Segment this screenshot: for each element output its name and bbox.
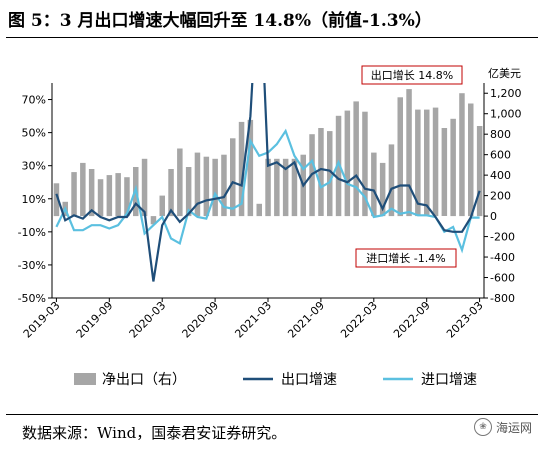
right-axis-unit: 亿美元	[488, 67, 521, 80]
legend-swatch-bar	[74, 373, 96, 385]
left-tick-label: 10%	[22, 193, 46, 206]
net-export-bar	[344, 110, 351, 217]
figure-title: 图 5：3 月出口增速大幅回升至 14.8%（前值-1.3%）	[8, 11, 432, 31]
watermark-text: 海运网	[495, 420, 532, 435]
net-export-bar	[282, 158, 289, 217]
net-export-bar	[53, 183, 60, 217]
x-tick-label: 2020-09	[180, 299, 222, 341]
net-export-bar	[318, 128, 324, 216]
net-export-bar	[424, 109, 430, 217]
net-export-bar	[327, 131, 333, 217]
chart-area: 70% 50% 30% 10% -10% -30% -50% 1,200 1,000 800 60…	[18, 65, 522, 388]
net-export-bar	[185, 167, 192, 217]
net-export-bar	[203, 156, 210, 217]
net-export-bar	[177, 148, 183, 217]
wechat-logo-icon: ❀	[473, 418, 492, 436]
net-export-bar	[459, 93, 465, 217]
net-export-bar	[353, 101, 359, 217]
net-export-bar	[230, 138, 236, 217]
net-export-bar	[476, 126, 483, 217]
left-tick-label: 30%	[22, 160, 46, 173]
net-export-bar	[247, 119, 254, 217]
right-tick-label: 400	[490, 169, 511, 182]
x-tick-label: 2021-03	[232, 299, 274, 341]
net-export-bar	[379, 162, 386, 217]
right-tick-label: 1,200	[490, 87, 522, 100]
net-export-bar	[168, 169, 174, 217]
net-export-bar	[415, 109, 421, 217]
net-export-bar	[468, 103, 474, 217]
x-tick-label: 2020-03	[127, 299, 169, 341]
net-export-bar	[432, 107, 439, 217]
right-tick-label: 800	[490, 128, 511, 141]
net-export-bar	[450, 118, 456, 217]
net-export-bar	[362, 111, 368, 217]
left-tick-label: -30%	[18, 259, 46, 272]
right-tick-label: -600	[490, 272, 515, 285]
net-export-bar	[256, 203, 262, 217]
right-tick-label: 0	[490, 210, 497, 223]
x-tick-label: 2022-09	[391, 299, 433, 341]
net-export-bar	[80, 162, 86, 217]
net-export-bar	[97, 179, 104, 217]
net-export-bar	[371, 152, 377, 217]
left-axis-ticks: 70% 50% 30% 10% -10% -30% -50%	[18, 94, 52, 305]
net-export-bar	[124, 177, 130, 217]
net-export-bar	[221, 154, 227, 217]
net-export-bar	[115, 173, 121, 217]
net-export-bar	[238, 121, 245, 217]
net-export-bar	[274, 158, 280, 217]
net-export-bar	[71, 172, 77, 217]
net-export-bar	[141, 158, 148, 217]
net-export-bar	[406, 89, 412, 217]
net-export-bar	[441, 128, 448, 216]
net-export-bar	[106, 175, 113, 217]
legend-label-export: 出口增速	[281, 372, 337, 388]
net-export-bar	[212, 158, 218, 217]
net-export-bar	[159, 195, 165, 217]
x-axis-ticks: 2019-03 2019-09 2020-03 2020-09 2021-03 2021-…	[21, 298, 486, 341]
x-tick-label: 2019-09	[74, 299, 116, 341]
export-annotation-box	[361, 65, 463, 85]
export-growth-line	[55, 83, 481, 282]
title-divider	[6, 37, 538, 38]
right-tick-label: 200	[490, 190, 511, 203]
source-divider	[6, 414, 538, 415]
legend-label-bar: 净出口（右）	[102, 372, 186, 388]
net-export-bar	[397, 97, 403, 217]
right-tick-label: -200	[490, 231, 515, 244]
left-tick-label: -10%	[18, 226, 46, 239]
right-tick-label: 600	[490, 149, 511, 162]
x-tick-label: 2023-03	[444, 299, 486, 341]
legend-label-import: 进口增速	[421, 372, 477, 388]
net-export-bar	[150, 216, 157, 225]
legend: 净出口（右） 出口增速 进口增速	[74, 372, 477, 388]
net-export-bars	[53, 89, 483, 225]
x-tick-label: 2022-03	[338, 299, 380, 341]
net-export-bar	[388, 144, 395, 217]
net-export-bar	[194, 152, 201, 217]
right-tick-label: -400	[490, 251, 515, 264]
net-export-bar	[265, 158, 271, 217]
net-export-bar	[335, 115, 342, 217]
watermark: ❀ 海运网	[473, 418, 532, 436]
export-annotation: 出口增长 14.8%	[371, 68, 453, 82]
x-tick-label: 2019-03	[21, 299, 63, 341]
right-tick-label: -800	[490, 292, 515, 305]
right-axis-ticks: 1,200 1,000 800 600 400 200 0 -200 -400 -600 -800	[484, 87, 522, 305]
left-tick-label: 50%	[22, 127, 46, 140]
x-tick-label: 2021-09	[285, 299, 327, 341]
import-annotation: 进口增长 -1.4%	[366, 251, 445, 265]
annotations: 出口增长 14.8% 进口增长 -1.4%	[355, 65, 463, 268]
data-source: 数据来源：Wind，国泰君安证券研究。	[22, 424, 287, 442]
net-export-bar	[291, 158, 298, 217]
left-tick-label: 70%	[22, 94, 46, 107]
right-tick-label: 1,000	[490, 108, 522, 121]
net-export-bar	[88, 169, 95, 217]
import-annotation-box	[355, 248, 457, 268]
left-tick-label: -50%	[18, 292, 46, 305]
